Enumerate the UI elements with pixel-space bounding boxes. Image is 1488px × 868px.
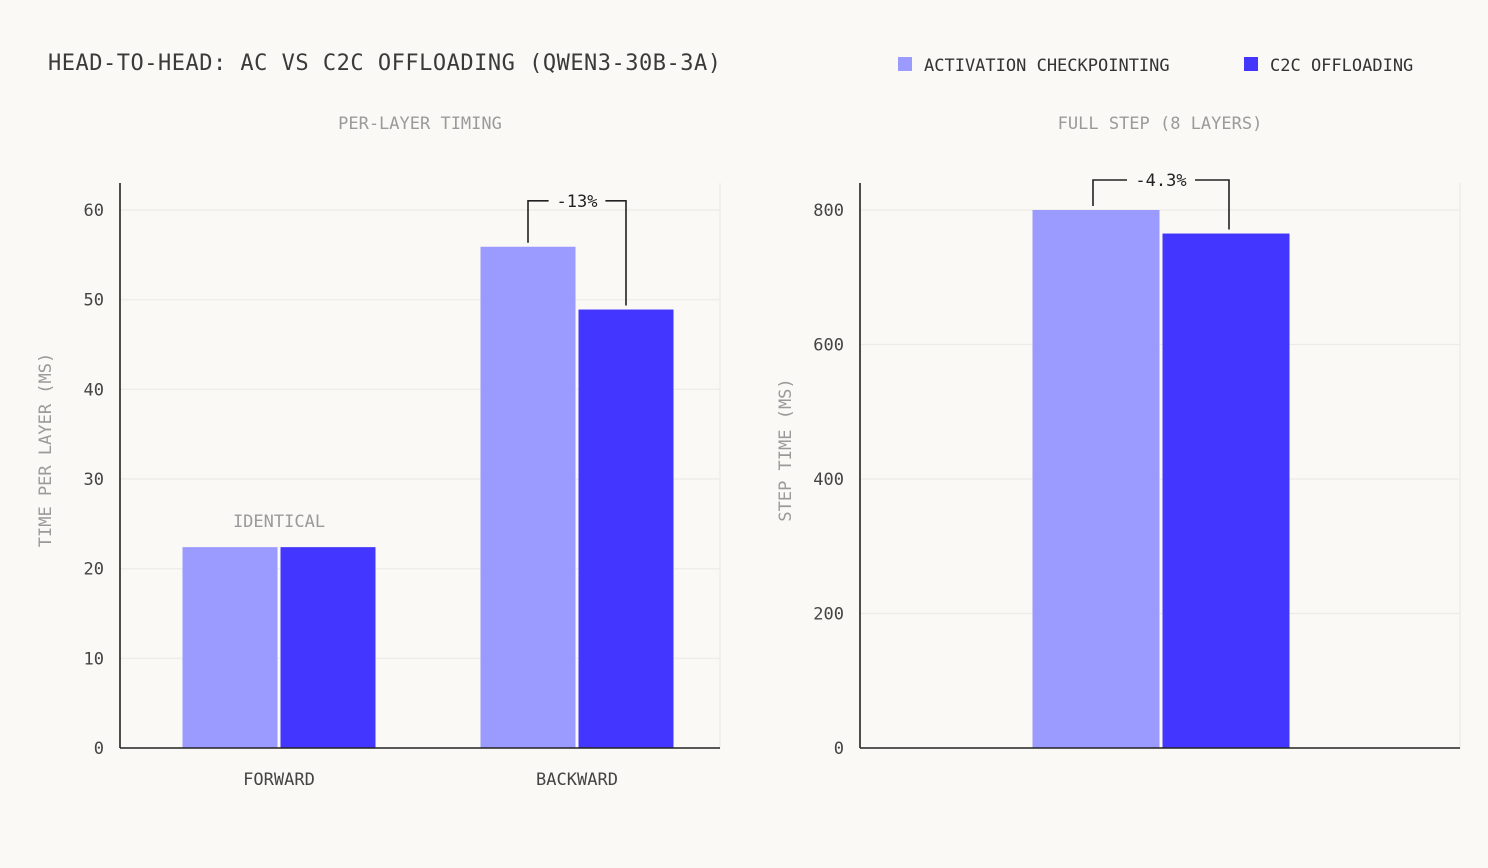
- bar-ac: [1032, 210, 1160, 748]
- right-panel-title: FULL STEP (8 LAYERS): [1058, 114, 1263, 134]
- right-plot: 0 200 400 600 800 -4.3%: [813, 171, 1461, 759]
- x-tick-label: FORWARD: [243, 770, 315, 790]
- bar-c2c-forward: [280, 547, 376, 748]
- annotation-delta-label: -4.3%: [1135, 171, 1186, 191]
- legend-label-ac: ACTIVATION CHECKPOINTING: [924, 56, 1170, 76]
- right-y-axis-label: STEP TIME (MS): [776, 378, 796, 521]
- chart-title: HEAD-TO-HEAD: AC VS C2C OFFLOADING (QWEN…: [48, 51, 722, 76]
- legend-swatch-c2c: [1244, 57, 1258, 71]
- y-tick-label: 0: [834, 739, 844, 759]
- annotation-bracket: [527, 199, 627, 306]
- legend-label-c2c: C2C OFFLOADING: [1270, 56, 1413, 76]
- bar-c2c: [1162, 233, 1290, 749]
- left-plot: 0 10 20 30 40 50 60 FORWARD BACKWARD IDENTICAL -13…: [84, 183, 721, 790]
- y-tick-label: 30: [84, 470, 104, 490]
- y-tick-label: 600: [813, 336, 844, 356]
- legend: ACTIVATION CHECKPOINTING C2C OFFLOADING: [898, 56, 1413, 76]
- left-y-axis-label: TIME PER LAYER (MS): [36, 353, 56, 547]
- y-tick-label: 400: [813, 470, 844, 490]
- y-tick-label: 10: [84, 649, 104, 669]
- y-tick-label: 60: [84, 201, 104, 221]
- annotation-identical: IDENTICAL: [233, 512, 325, 532]
- x-tick-label: BACKWARD: [536, 770, 618, 790]
- y-tick-label: 200: [813, 605, 844, 625]
- y-tick-label: 20: [84, 560, 104, 580]
- bar-c2c-backward: [578, 309, 674, 748]
- bar-ac-backward: [480, 246, 576, 748]
- left-panel-title: PER-LAYER TIMING: [338, 114, 502, 134]
- legend-swatch-ac: [898, 57, 912, 71]
- y-tick-label: 40: [84, 380, 104, 400]
- y-tick-label: 800: [813, 201, 844, 221]
- annotation-bracket: [1092, 179, 1230, 230]
- y-tick-label: 50: [84, 291, 104, 311]
- bar-ac-forward: [182, 547, 278, 748]
- annotation-delta-label: -13%: [557, 192, 598, 212]
- y-tick-label: 0: [94, 739, 104, 759]
